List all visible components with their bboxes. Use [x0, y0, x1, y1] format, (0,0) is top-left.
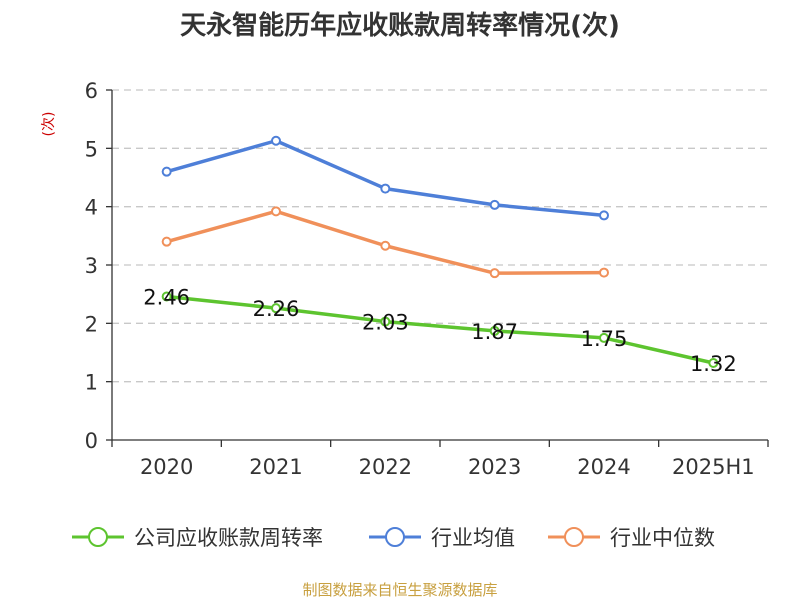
y-tick-label: 4	[85, 196, 98, 220]
x-tick-label: 2023	[468, 455, 521, 479]
series-lines	[161, 135, 719, 368]
data-point	[380, 316, 391, 327]
data-point	[271, 303, 281, 314]
x-tick-label: 2024	[577, 455, 630, 479]
y-tick-label: 6	[85, 79, 98, 103]
source-note: 制图数据来自恒生聚源数据库	[302, 581, 497, 599]
data-point	[380, 183, 391, 194]
data-label: 2.26	[253, 297, 300, 321]
y-tick-label: 0	[85, 429, 98, 453]
axes: 0 1 2 3 4 5 6 2020 2021 2022 2023 2024 2025H1	[85, 79, 769, 479]
chart-title: 天永智能历年应收账款周转率情况(次)	[180, 10, 620, 41]
series-line-0	[166, 294, 714, 365]
data-point	[489, 199, 500, 210]
data-point	[161, 236, 172, 247]
gridlines	[112, 89, 768, 383]
legend-label: 行业中位数	[610, 526, 715, 550]
data-point	[161, 166, 172, 177]
legend-marker	[564, 527, 584, 547]
data-point	[489, 325, 500, 336]
y-tick-label: 3	[85, 254, 98, 278]
data-point	[161, 291, 172, 302]
data-point	[599, 332, 609, 343]
data-point	[599, 210, 609, 221]
data-label: 1.87	[471, 320, 518, 344]
data-point	[489, 268, 500, 279]
data-label: 1.75	[581, 327, 628, 351]
y-tick-label: 1	[85, 371, 98, 395]
data-labels: 2.46 2.26 2.03 1.87 1.75 1.32	[143, 286, 736, 377]
y-tick-label: 2	[85, 312, 98, 336]
data-point	[599, 267, 609, 278]
legend-label: 行业均值	[431, 526, 515, 550]
data-point	[380, 240, 391, 251]
data-point	[271, 206, 281, 217]
data-label: 2.46	[143, 286, 190, 310]
x-tick-label: 2022	[359, 455, 412, 479]
y-axis-label: (次)	[41, 112, 57, 137]
legend-marker	[385, 527, 405, 547]
data-label: 2.03	[362, 311, 409, 335]
x-tick-label: 2025H1	[672, 455, 755, 479]
data-point	[708, 358, 719, 368]
legend: 公司应收账款周转率 行业均值 行业中位数	[72, 526, 715, 550]
x-tick-label: 2020	[140, 455, 193, 479]
y-tick-label: 5	[85, 137, 98, 161]
legend-label: 公司应收账款周转率	[134, 526, 323, 550]
x-tick-label: 2021	[249, 455, 302, 479]
data-label: 1.32	[690, 352, 737, 376]
legend-marker	[88, 527, 108, 547]
series-line-1	[166, 139, 605, 218]
data-point	[271, 135, 281, 146]
